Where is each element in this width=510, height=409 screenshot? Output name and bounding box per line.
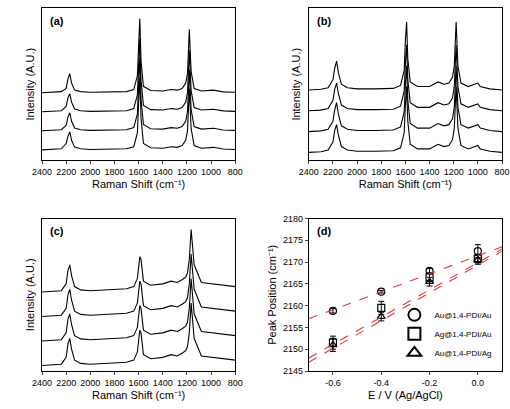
svg-text:1800: 1800	[104, 167, 124, 177]
svg-text:2000: 2000	[80, 167, 100, 177]
svg-text:2200: 2200	[56, 167, 76, 177]
svg-text:Au@1,4-PDI/Ag: Au@1,4-PDI/Ag	[434, 349, 491, 358]
svg-text:E / V (Ag/AgCl): E / V (Ag/AgCl)	[368, 389, 443, 401]
svg-text:Au@1,4-PDI/Au: Au@1,4-PDI/Au	[434, 311, 491, 320]
svg-text:2160: 2160	[283, 301, 303, 311]
svg-text:(b): (b)	[317, 15, 331, 27]
svg-text:1600: 1600	[395, 167, 415, 177]
svg-text:Raman Shift (cm⁻¹): Raman Shift (cm⁻¹)	[92, 389, 185, 401]
svg-text:Intensity (A.U.): Intensity (A.U.)	[24, 258, 36, 331]
svg-text:1000: 1000	[468, 167, 488, 177]
svg-text:1200: 1200	[177, 378, 197, 388]
svg-text:-0.6: -0.6	[325, 378, 341, 388]
svg-text:1800: 1800	[104, 378, 124, 388]
svg-text:(d): (d)	[317, 225, 331, 237]
svg-text:1200: 1200	[444, 167, 464, 177]
svg-text:2155: 2155	[283, 323, 303, 333]
svg-text:2165: 2165	[283, 279, 303, 289]
svg-text:2170: 2170	[283, 257, 303, 267]
svg-text:Raman Shift (cm⁻¹): Raman Shift (cm⁻¹)	[359, 178, 452, 190]
svg-text:Raman Shift (cm⁻¹): Raman Shift (cm⁻¹)	[92, 178, 185, 190]
svg-text:800: 800	[228, 378, 243, 388]
svg-text:(c): (c)	[50, 225, 64, 237]
svg-text:2150: 2150	[283, 344, 303, 354]
svg-text:0.0: 0.0	[472, 378, 485, 388]
svg-text:2175: 2175	[283, 235, 303, 245]
svg-text:2400: 2400	[32, 167, 52, 177]
svg-text:1400: 1400	[420, 167, 440, 177]
svg-text:-0.2: -0.2	[422, 378, 438, 388]
svg-text:2000: 2000	[80, 378, 100, 388]
svg-text:1200: 1200	[177, 167, 197, 177]
svg-text:Intensity (A.U.): Intensity (A.U.)	[24, 48, 36, 121]
svg-text:1800: 1800	[371, 167, 391, 177]
svg-text:1400: 1400	[153, 378, 173, 388]
svg-text:800: 800	[494, 167, 509, 177]
svg-text:1600: 1600	[129, 167, 149, 177]
svg-text:1000: 1000	[201, 378, 221, 388]
svg-text:2180: 2180	[283, 214, 303, 224]
svg-text:2400: 2400	[299, 167, 319, 177]
svg-text:Intensity (A.U.): Intensity (A.U.)	[290, 48, 302, 121]
svg-text:2200: 2200	[56, 378, 76, 388]
svg-text:1600: 1600	[129, 378, 149, 388]
svg-text:2200: 2200	[323, 167, 343, 177]
svg-text:(a): (a)	[50, 15, 64, 27]
svg-text:2400: 2400	[32, 378, 52, 388]
svg-text:Ag@1,4-PDI/Au: Ag@1,4-PDI/Au	[434, 330, 491, 339]
svg-text:-0.4: -0.4	[373, 378, 389, 388]
svg-text:2000: 2000	[347, 167, 367, 177]
svg-text:1400: 1400	[153, 167, 173, 177]
svg-text:1000: 1000	[201, 167, 221, 177]
svg-text:800: 800	[228, 167, 243, 177]
svg-text:Peak Position (cm⁻¹): Peak Position (cm⁻¹)	[266, 245, 278, 345]
svg-text:2145: 2145	[283, 366, 303, 376]
